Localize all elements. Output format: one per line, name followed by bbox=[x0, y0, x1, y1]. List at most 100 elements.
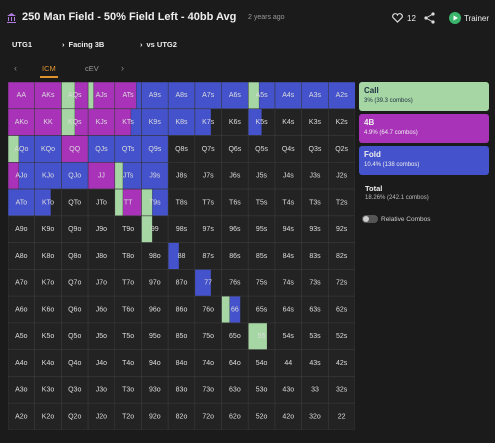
hand-label: K7s bbox=[202, 119, 215, 126]
action-segment bbox=[34, 82, 62, 109]
hand-label: 32s bbox=[336, 387, 348, 394]
hand-label: Q8o bbox=[68, 253, 81, 260]
cell bbox=[141, 242, 169, 270]
hand-label: 32o bbox=[309, 413, 321, 420]
hand-label: A5o bbox=[15, 333, 28, 340]
hand-label: A6s bbox=[229, 92, 242, 99]
cell bbox=[141, 295, 169, 324]
hand-label: QJs bbox=[95, 146, 108, 153]
hand-label: A8o bbox=[15, 253, 28, 260]
hand-label: 43s bbox=[309, 360, 321, 367]
hand-label: K8o bbox=[42, 253, 55, 260]
hand-label: Q2o bbox=[68, 413, 81, 420]
hand-label: A4o bbox=[15, 360, 28, 367]
cell bbox=[167, 295, 196, 324]
hand-label: 82o bbox=[176, 413, 188, 420]
action-segment bbox=[8, 109, 35, 136]
cell bbox=[167, 376, 196, 404]
tab-active[interactable]: ICM bbox=[40, 64, 58, 78]
hand-label: 87s bbox=[203, 253, 215, 260]
hand-label: 92s bbox=[336, 226, 348, 233]
hand-label: 76s bbox=[229, 280, 241, 287]
hand-label: K5o bbox=[42, 333, 55, 340]
action-segment bbox=[115, 135, 142, 163]
cell bbox=[194, 135, 222, 163]
action-segment bbox=[152, 189, 169, 216]
hand-label: 72s bbox=[336, 280, 348, 287]
action-segment bbox=[88, 82, 94, 109]
tab[interactable]: cEV bbox=[85, 64, 99, 73]
hand-label: A6o bbox=[15, 306, 28, 313]
next-arrow[interactable]: › bbox=[121, 63, 124, 73]
hand-label: 74o bbox=[202, 360, 214, 367]
like-button[interactable] bbox=[392, 13, 403, 23]
hand-label: J3s bbox=[310, 173, 321, 180]
cell bbox=[167, 402, 196, 430]
hand-label: T9s bbox=[149, 199, 161, 206]
prev-arrow[interactable]: ‹ bbox=[14, 63, 17, 73]
hand-label: 64s bbox=[283, 306, 295, 313]
cell bbox=[301, 402, 329, 430]
hand-label: 44 bbox=[284, 360, 292, 367]
hand-label: 95s bbox=[256, 226, 268, 233]
hand-label: 65s bbox=[256, 306, 268, 313]
action-segment bbox=[221, 82, 249, 109]
hand-label: Q6o bbox=[68, 306, 81, 313]
hand-label: T7o bbox=[122, 280, 134, 287]
action-segment bbox=[248, 323, 267, 350]
hand-label: T5s bbox=[256, 199, 268, 206]
hand-label: AA bbox=[17, 92, 27, 99]
hand-label: 65o bbox=[229, 333, 241, 340]
cell bbox=[61, 402, 89, 430]
nav-item[interactable]: › vs UTG2 bbox=[140, 40, 177, 49]
cell bbox=[194, 376, 222, 404]
hand-label: T5o bbox=[122, 333, 134, 340]
hand-label: 74s bbox=[283, 280, 295, 287]
hand-label: 86s bbox=[229, 253, 241, 260]
hand-label: KK bbox=[43, 119, 53, 126]
hand-label: A9o bbox=[15, 226, 28, 233]
hand-label: 88 bbox=[178, 253, 186, 260]
cell bbox=[328, 402, 355, 430]
cell bbox=[274, 215, 302, 243]
hand-label: 53s bbox=[309, 333, 321, 340]
cell bbox=[167, 269, 196, 297]
hand-label: KJo bbox=[42, 173, 54, 180]
hand-label: QTo bbox=[68, 199, 81, 206]
action-segment bbox=[34, 189, 51, 216]
hand-label: 64o bbox=[229, 360, 241, 367]
hand-label: 98o bbox=[149, 253, 161, 260]
hand-label: QTs bbox=[122, 146, 135, 153]
action-segment bbox=[195, 269, 211, 296]
hand-label: 82s bbox=[336, 253, 348, 260]
action-segment bbox=[229, 296, 241, 323]
hand-label: Q4o bbox=[68, 360, 81, 367]
hand-label: 93s bbox=[309, 226, 321, 233]
cell bbox=[274, 108, 302, 136]
action-segment bbox=[328, 82, 355, 109]
trainer-label[interactable]: Trainer bbox=[464, 14, 490, 23]
toggle[interactable] bbox=[362, 215, 378, 223]
hand-label: A3o bbox=[15, 387, 28, 394]
action-segment bbox=[275, 82, 302, 109]
nav-item[interactable]: › Facing 3B bbox=[62, 40, 105, 49]
action-segment bbox=[123, 162, 142, 189]
action-segment bbox=[195, 82, 222, 109]
cell bbox=[8, 295, 35, 324]
hand-label: QQ bbox=[69, 146, 80, 153]
hand-label: 85o bbox=[176, 333, 188, 340]
action-segment bbox=[115, 82, 137, 109]
hand-label: A9s bbox=[149, 92, 162, 99]
hand-label: Q3s bbox=[309, 146, 322, 153]
share-button[interactable] bbox=[424, 12, 435, 24]
hand-label: K3s bbox=[309, 119, 322, 126]
action-segment bbox=[93, 82, 115, 109]
hand-label: 52o bbox=[256, 413, 268, 420]
cell bbox=[221, 162, 249, 190]
hand-label: J8s bbox=[176, 173, 187, 180]
trainer-icon[interactable] bbox=[449, 12, 461, 24]
nav-item[interactable]: UTG1 bbox=[12, 40, 33, 49]
hand-label: KJs bbox=[96, 119, 108, 126]
hand-label: 73s bbox=[309, 280, 321, 287]
hand-label: 84o bbox=[176, 360, 188, 367]
